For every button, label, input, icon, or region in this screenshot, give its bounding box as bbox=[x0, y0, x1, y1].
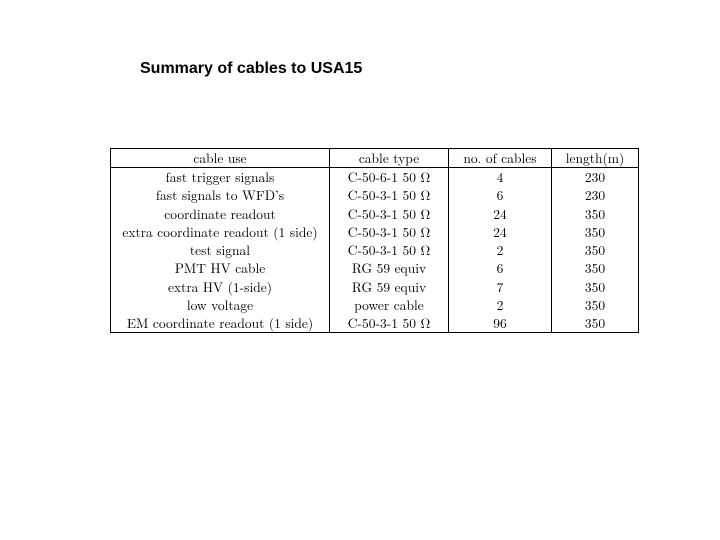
cell-count: 6 bbox=[449, 186, 552, 204]
cell-use: PMT HV cable bbox=[111, 259, 330, 277]
cell-use: extra HV (1-side) bbox=[111, 278, 330, 296]
cell-length: 350 bbox=[552, 278, 639, 296]
cable-table-container: cable use cable type no. of cables lengt… bbox=[110, 148, 639, 333]
cell-use: coordinate readout bbox=[111, 205, 330, 223]
cell-count: 24 bbox=[449, 223, 552, 241]
cell-type: RG 59 equiv bbox=[330, 259, 449, 277]
cell-type: C-50-3-1 50 Ω bbox=[330, 241, 449, 259]
cell-type: C-50-3-1 50 Ω bbox=[330, 186, 449, 204]
cell-use: extra coordinate readout (1 side) bbox=[111, 223, 330, 241]
table-header-row: cable use cable type no. of cables lengt… bbox=[111, 149, 639, 168]
cell-count: 24 bbox=[449, 205, 552, 223]
cell-length: 350 bbox=[552, 205, 639, 223]
table-row: fast trigger signals C-50-6-1 50 Ω 4 230 bbox=[111, 168, 639, 187]
cell-length: 350 bbox=[552, 296, 639, 314]
table-row: fast signals to WFD’s C-50-3-1 50 Ω 6 23… bbox=[111, 186, 639, 204]
cell-count: 7 bbox=[449, 278, 552, 296]
cell-type: C-50-6-1 50 Ω bbox=[330, 168, 449, 187]
col-header-count: no. of cables bbox=[449, 149, 552, 168]
cell-length: 350 bbox=[552, 259, 639, 277]
col-header-type: cable type bbox=[330, 149, 449, 168]
cell-type: C-50-3-1 50 Ω bbox=[330, 205, 449, 223]
page-title: Summary of cables to USA15 bbox=[140, 60, 362, 78]
table-row: test signal C-50-3-1 50 Ω 2 350 bbox=[111, 241, 639, 259]
cell-count: 4 bbox=[449, 168, 552, 187]
cell-type: RG 59 equiv bbox=[330, 278, 449, 296]
cell-type: C-50-3-1 50 Ω bbox=[330, 314, 449, 333]
cell-use: fast trigger signals bbox=[111, 168, 330, 187]
cell-length: 230 bbox=[552, 186, 639, 204]
col-header-length: length(m) bbox=[552, 149, 639, 168]
cell-length: 350 bbox=[552, 314, 639, 333]
table-row: low voltage power cable 2 350 bbox=[111, 296, 639, 314]
cell-length: 350 bbox=[552, 241, 639, 259]
cell-count: 6 bbox=[449, 259, 552, 277]
cell-count: 2 bbox=[449, 241, 552, 259]
cell-type: power cable bbox=[330, 296, 449, 314]
table-row: extra coordinate readout (1 side) C-50-3… bbox=[111, 223, 639, 241]
cell-count: 96 bbox=[449, 314, 552, 333]
cable-table: cable use cable type no. of cables lengt… bbox=[110, 148, 639, 333]
table-row: coordinate readout C-50-3-1 50 Ω 24 350 bbox=[111, 205, 639, 223]
cell-use: low voltage bbox=[111, 296, 330, 314]
cell-use: fast signals to WFD’s bbox=[111, 186, 330, 204]
cell-type: C-50-3-1 50 Ω bbox=[330, 223, 449, 241]
table-row: EM coordinate readout (1 side) C-50-3-1 … bbox=[111, 314, 639, 333]
table-row: extra HV (1-side) RG 59 equiv 7 350 bbox=[111, 278, 639, 296]
col-header-use: cable use bbox=[111, 149, 330, 168]
cell-length: 350 bbox=[552, 223, 639, 241]
cell-use: test signal bbox=[111, 241, 330, 259]
cell-length: 230 bbox=[552, 168, 639, 187]
cell-use: EM coordinate readout (1 side) bbox=[111, 314, 330, 333]
table-row: PMT HV cable RG 59 equiv 6 350 bbox=[111, 259, 639, 277]
cell-count: 2 bbox=[449, 296, 552, 314]
